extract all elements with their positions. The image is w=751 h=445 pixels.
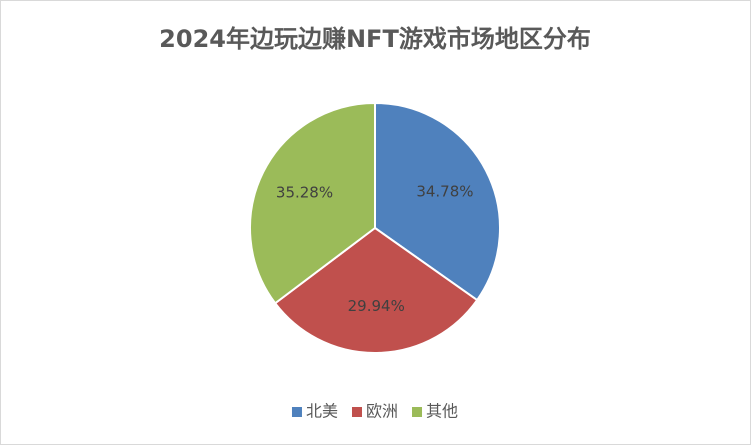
pie-slice [374,101,501,302]
legend-label: 北美 [306,402,338,421]
legend-label: 其他 [426,402,458,421]
chart-title: 2024年边玩边赚NFT游戏市场地区分布 [159,25,591,53]
pie-slice [273,226,479,354]
legend-label: 欧洲 [366,402,398,421]
pie-slice [249,101,376,305]
data-label: 35.28% [276,183,333,201]
data-label: 34.78% [416,182,473,200]
legend-swatch [412,407,423,417]
legend-swatch [291,407,302,417]
data-label: 29.94% [348,297,405,315]
legend-swatch [351,407,362,417]
